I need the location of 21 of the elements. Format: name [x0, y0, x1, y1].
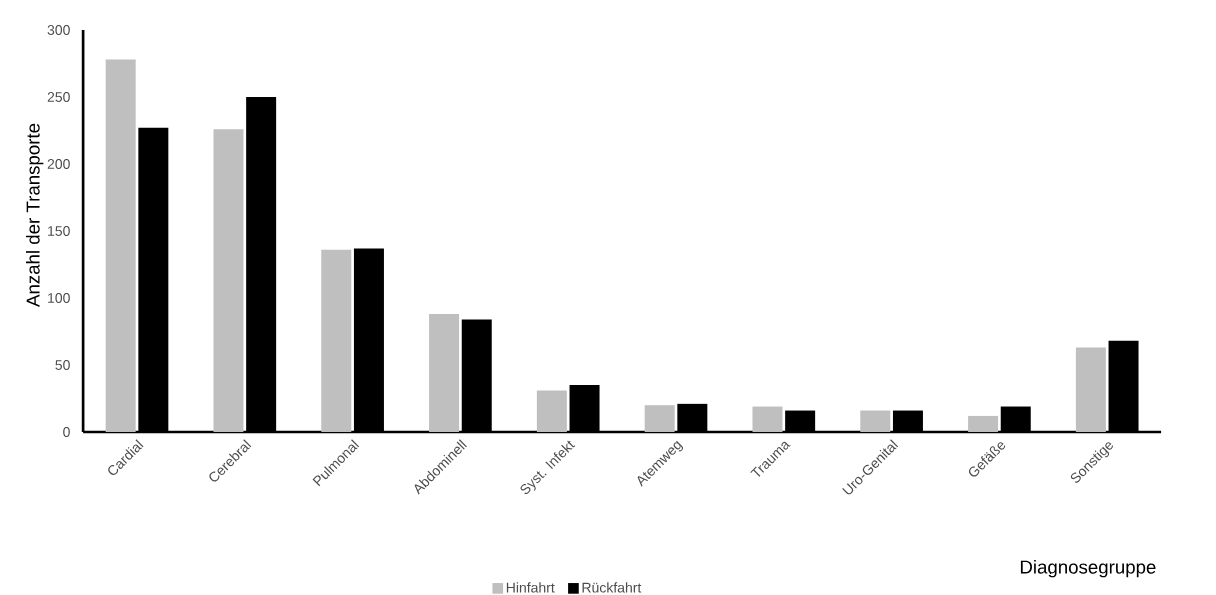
y-tick-label: 50 — [55, 360, 70, 370]
y-tick-label: 300 — [47, 25, 70, 35]
bar — [1075, 347, 1106, 432]
bar — [968, 415, 999, 432]
bar — [429, 314, 460, 432]
bar — [213, 129, 244, 432]
bar — [536, 390, 567, 432]
y-axis-title: Anzahl der Transporte — [25, 123, 44, 307]
y-tick-label: 0 — [63, 427, 70, 437]
bar — [644, 405, 675, 432]
x-axis-title: Diagnosegruppe — [1020, 559, 1156, 578]
y-tick-label: 250 — [47, 92, 70, 102]
bar — [752, 406, 783, 432]
y-tick-label: 150 — [48, 226, 70, 236]
bar — [321, 249, 352, 432]
legend-label: Hinfahrt — [506, 582, 555, 593]
y-tick-label: 100 — [48, 293, 70, 303]
y-tick-label: 200 — [47, 159, 70, 169]
legend-label: Rückfahrt — [582, 582, 642, 593]
bar — [860, 410, 891, 432]
bar — [105, 59, 136, 432]
